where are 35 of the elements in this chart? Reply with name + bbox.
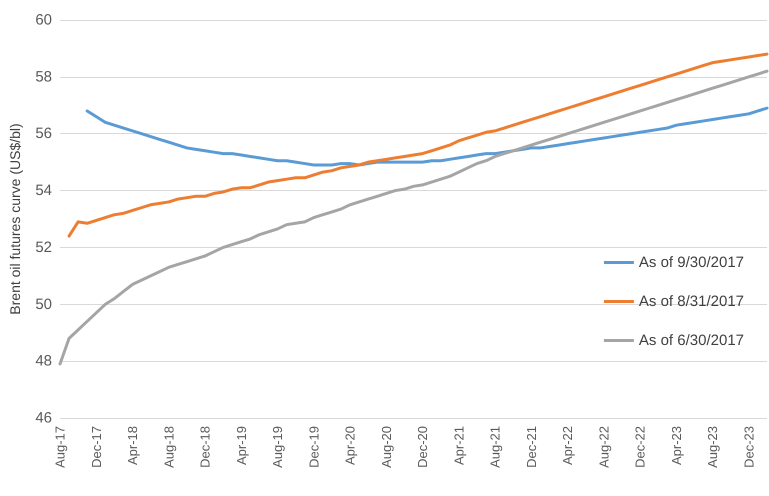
line-series <box>86 106 768 166</box>
y-tick-label: 46 <box>35 410 52 426</box>
y-tick-label: 54 <box>35 182 52 200</box>
y-axis-title: Brent oil futures curve (US$/bl) <box>7 123 23 315</box>
line-series <box>68 52 768 238</box>
legend-label: As of 9/30/2017 <box>638 254 744 271</box>
y-tick-label: 56 <box>35 125 52 142</box>
x-tick-label: Aug-23 <box>705 426 720 468</box>
x-tick-label: Apr-23 <box>668 426 684 466</box>
y-tick-label: 48 <box>35 352 52 370</box>
x-tick-label: Aug-19 <box>270 426 286 468</box>
line-series <box>58 70 768 366</box>
x-tick-label: Aug-20 <box>378 426 394 468</box>
x-tick-label: Apr-19 <box>234 426 249 466</box>
legend-label: As of 8/31/2017 <box>638 293 744 310</box>
x-tick-label: Dec-19 <box>306 426 322 468</box>
y-tick-label: 50 <box>35 296 52 313</box>
x-tick-label: Dec-21 <box>524 426 539 468</box>
x-tick-label: Dec-20 <box>415 426 430 468</box>
x-tick-label: Apr-21 <box>451 426 466 466</box>
x-tick-label: Dec-23 <box>741 426 756 468</box>
x-tick-label: Apr-20 <box>342 426 358 466</box>
x-tick-label: Aug-22 <box>596 426 612 468</box>
x-tick-label: Dec-18 <box>198 426 213 468</box>
x-tick-label: Aug-21 <box>488 426 503 468</box>
y-tick-label: 60 <box>35 12 52 28</box>
legend-label: As of 6/30/2017 <box>638 332 744 349</box>
y-tick-label: 52 <box>35 238 52 256</box>
x-tick-label: Dec-22 <box>632 426 648 468</box>
x-tick-label: Aug-18 <box>161 426 176 468</box>
y-tick-label: 58 <box>35 68 52 86</box>
x-tick-label: Dec-17 <box>88 426 104 468</box>
x-tick-label: Apr-18 <box>125 426 140 466</box>
x-tick-label: Aug-17 <box>52 426 68 468</box>
x-tick-label: Apr-22 <box>560 426 576 466</box>
